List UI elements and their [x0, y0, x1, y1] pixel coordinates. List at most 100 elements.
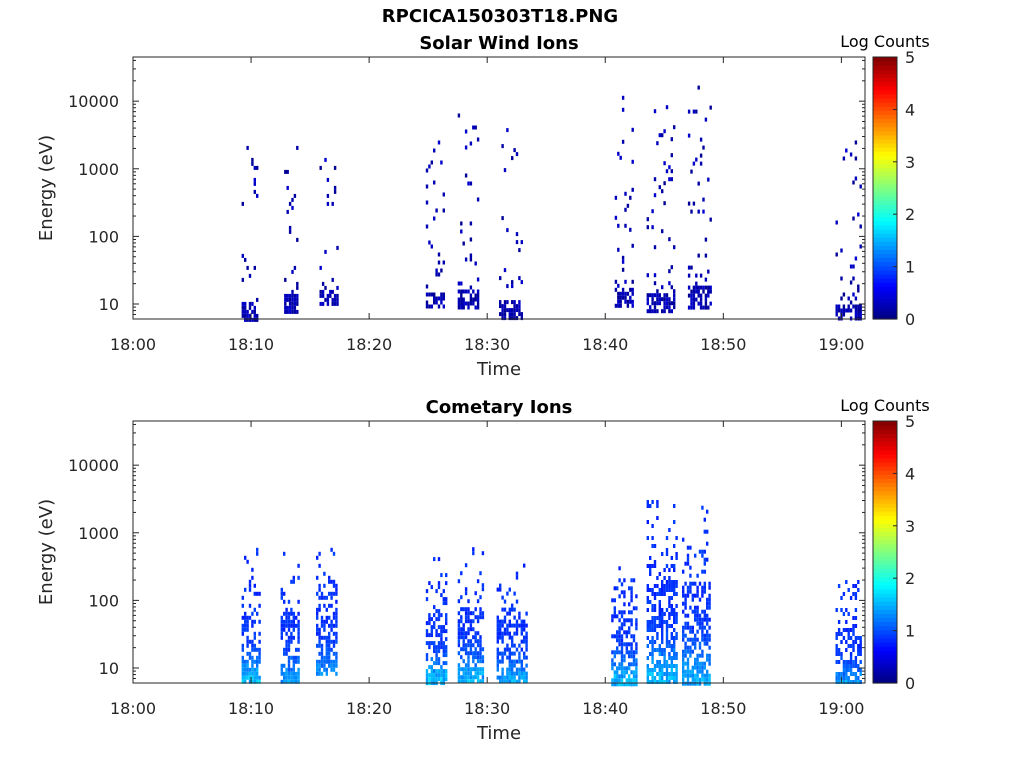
colorbar-segment	[873, 290, 897, 296]
heatmap-cell	[457, 611, 461, 616]
heatmap-cell	[253, 635, 256, 640]
heatmap-cell	[635, 626, 638, 631]
heatmap-cell	[631, 303, 634, 308]
heatmap-cell	[835, 308, 838, 313]
heatmap-cell	[335, 651, 338, 656]
heatmap-cell	[628, 650, 631, 655]
heatmap-cell	[323, 595, 326, 600]
heatmap-cell	[682, 537, 685, 542]
heatmap-cell	[435, 669, 438, 674]
heatmap-cell	[703, 561, 706, 566]
colorbar-segment	[873, 621, 897, 627]
heatmap-cell	[694, 617, 697, 622]
heatmap-cell	[325, 643, 328, 648]
heatmap-cell	[709, 289, 712, 294]
heatmap-cell	[457, 281, 461, 286]
heatmap-cell	[285, 631, 288, 636]
heatmap-cell	[321, 301, 325, 306]
heatmap-cell	[665, 608, 669, 612]
heatmap-cell	[518, 671, 521, 676]
heatmap-cell	[663, 620, 666, 624]
heatmap-cell	[668, 612, 671, 616]
heatmap-cell	[709, 285, 712, 290]
heatmap-cell	[499, 635, 502, 640]
heatmap-cell	[623, 674, 626, 679]
heatmap-cell	[481, 551, 485, 556]
heatmap-cell	[437, 673, 441, 678]
heatmap-cell	[291, 309, 294, 314]
heatmap-cell	[244, 313, 247, 318]
heatmap-cell	[706, 633, 709, 638]
heatmap-cell	[462, 607, 465, 612]
heatmap-cell	[284, 293, 287, 298]
heatmap-cell	[442, 601, 445, 606]
heatmap-cell	[651, 640, 654, 644]
heatmap-cell	[616, 674, 619, 679]
heatmap-cell	[686, 649, 690, 654]
heatmap-cell	[290, 623, 293, 628]
heatmap-cell	[670, 604, 673, 608]
heatmap-cell	[251, 647, 254, 652]
heatmap-cell	[251, 679, 254, 684]
heatmap-cell	[253, 647, 256, 652]
heatmap-cell	[699, 161, 703, 166]
colorbar-segment	[873, 122, 897, 128]
heatmap-cell	[256, 659, 259, 664]
heatmap-cell	[690, 305, 693, 310]
heatmap-cell	[520, 619, 523, 624]
heatmap-cell	[244, 317, 247, 322]
heatmap-cell	[251, 667, 254, 672]
heatmap-cell	[620, 626, 624, 631]
heatmap-cell	[442, 208, 445, 213]
heatmap-cell	[506, 284, 509, 289]
heatmap-cell	[241, 201, 244, 206]
heatmap-cell	[511, 671, 514, 676]
heatmap-cell	[518, 304, 521, 309]
colorbar-segment	[873, 118, 897, 124]
heatmap-cell	[708, 633, 711, 638]
heatmap-cell	[682, 629, 685, 634]
heatmap-cell	[435, 617, 438, 622]
heatmap-cell	[675, 616, 678, 620]
heatmap-cell	[682, 585, 685, 590]
colorbar-segment	[873, 617, 897, 623]
heatmap-cell	[698, 645, 702, 650]
heatmap-cell	[287, 679, 291, 684]
heatmap-cell	[849, 152, 853, 157]
heatmap-cell	[457, 663, 461, 668]
heatmap-cell	[625, 670, 628, 675]
colorbar-segment	[873, 654, 897, 660]
heatmap-cell	[460, 293, 463, 298]
colorbar-segment	[873, 633, 897, 639]
heatmap-cell	[653, 680, 657, 684]
heatmap-cell	[620, 666, 624, 671]
heatmap-cell	[859, 652, 862, 656]
heatmap-cell	[331, 201, 334, 206]
heatmap-cell	[503, 631, 507, 636]
heatmap-cell	[689, 649, 692, 654]
heatmap-cell	[842, 156, 846, 161]
heatmap-cell	[651, 656, 654, 660]
heatmap-cell	[703, 637, 706, 642]
heatmap-cell	[316, 659, 319, 664]
heatmap-cell	[325, 635, 328, 640]
colorbar-segment	[873, 560, 897, 565]
heatmap-cell	[256, 297, 259, 302]
heatmap-cell	[684, 681, 687, 686]
heatmap-cell	[318, 635, 321, 640]
heatmap-cell	[258, 679, 261, 684]
colorbar-segment	[873, 171, 897, 177]
heatmap-cell	[857, 312, 860, 317]
heatmap-cell	[708, 681, 711, 686]
heatmap-cell	[328, 647, 331, 652]
heatmap-cell	[840, 632, 843, 636]
heatmap-cell	[286, 169, 289, 174]
colorbar-segment	[873, 470, 897, 475]
heatmap-cell	[673, 676, 676, 680]
heatmap-cell	[248, 305, 252, 310]
heatmap-cell	[646, 656, 649, 660]
heatmap-cell	[476, 197, 480, 202]
heatmap-cell	[665, 552, 669, 556]
heatmap-cell	[849, 636, 853, 640]
heatmap-cell	[445, 573, 448, 578]
